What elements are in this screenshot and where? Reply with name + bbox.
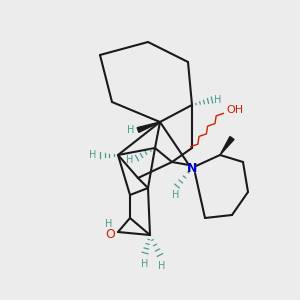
Text: H: H bbox=[126, 155, 133, 165]
Text: H: H bbox=[141, 259, 149, 269]
Text: H: H bbox=[158, 261, 166, 271]
Text: H: H bbox=[88, 150, 96, 160]
Polygon shape bbox=[220, 136, 234, 155]
Text: H: H bbox=[214, 95, 221, 105]
Text: H: H bbox=[105, 219, 112, 229]
Polygon shape bbox=[137, 122, 160, 132]
Text: O: O bbox=[105, 227, 115, 241]
Text: OH: OH bbox=[226, 105, 243, 115]
Text: N: N bbox=[187, 161, 197, 175]
Text: H: H bbox=[127, 125, 134, 135]
Text: H: H bbox=[172, 190, 180, 200]
